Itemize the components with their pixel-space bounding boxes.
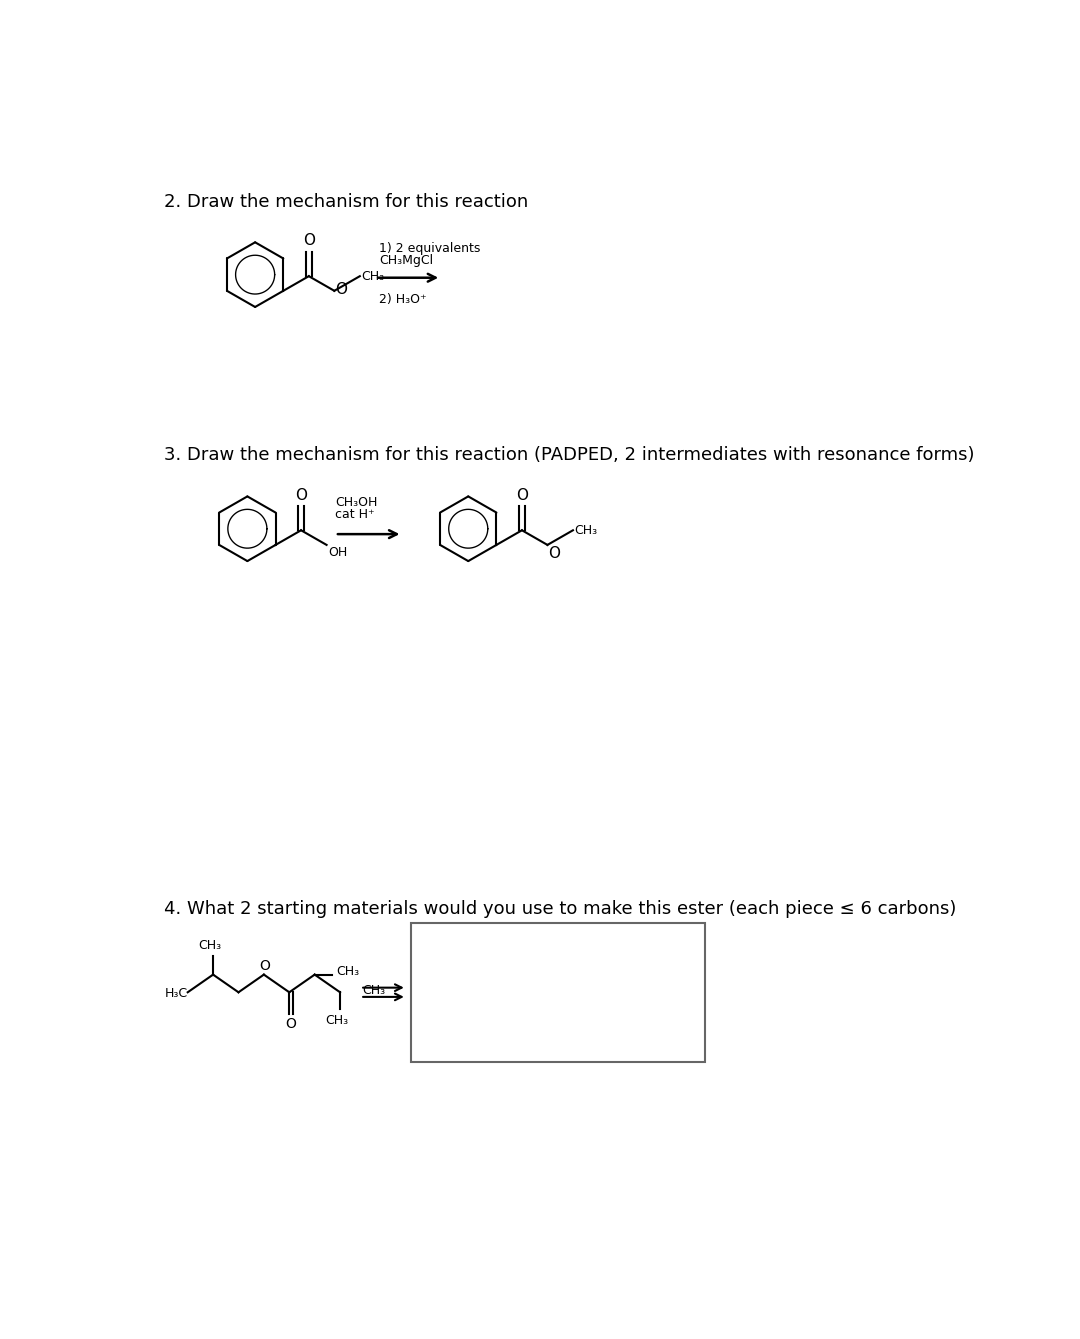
Text: O: O: [335, 281, 347, 297]
Text: CH₃: CH₃: [362, 269, 384, 283]
Text: CH₃: CH₃: [336, 965, 360, 977]
Text: O: O: [516, 487, 528, 502]
Bar: [410, 923, 705, 1062]
Text: H₃C: H₃C: [164, 987, 188, 1000]
Text: 4. What 2 starting materials would you use to make this ester (each piece ≤ 6 ca: 4. What 2 starting materials would you u…: [164, 900, 957, 917]
Text: O: O: [285, 1016, 296, 1031]
Text: O: O: [549, 546, 561, 561]
Text: O: O: [295, 487, 307, 502]
Text: 1) 2 equivalents: 1) 2 equivalents: [379, 242, 481, 256]
Text: CH₃: CH₃: [199, 939, 221, 952]
Text: OH: OH: [328, 546, 348, 560]
Text: cat H⁺: cat H⁺: [335, 507, 375, 521]
Text: O: O: [302, 233, 314, 249]
Text: CH₃: CH₃: [325, 1014, 349, 1027]
Text: CH₃: CH₃: [575, 524, 597, 537]
Text: CH₃OH: CH₃OH: [335, 497, 377, 510]
Text: CH₃MgCl: CH₃MgCl: [379, 254, 433, 266]
Text: O: O: [259, 959, 270, 973]
Text: CH₃: CH₃: [362, 984, 384, 998]
Text: 2) H₃O⁺: 2) H₃O⁺: [379, 293, 427, 307]
Text: 3. Draw the mechanism for this reaction (PADPED, 2 intermediates with resonance : 3. Draw the mechanism for this reaction …: [164, 446, 975, 463]
Text: 2. Draw the mechanism for this reaction: 2. Draw the mechanism for this reaction: [164, 193, 529, 212]
